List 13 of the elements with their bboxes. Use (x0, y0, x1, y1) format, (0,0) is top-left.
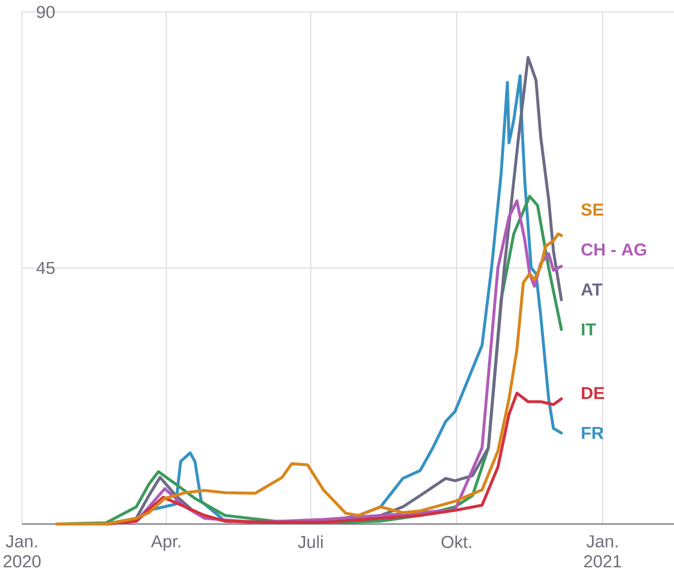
x-tick-label: Okt. (442, 535, 471, 548)
series-label: AT (581, 284, 602, 296)
y-tick-label: 90 (36, 6, 55, 18)
y-tick-label: 45 (36, 262, 55, 274)
series-label: FR (582, 427, 604, 439)
series-label: CH - AG (581, 243, 646, 256)
x-tick-label: Jan. 2020 (4, 535, 41, 568)
series-label: IT (582, 323, 596, 336)
x-tick-label: Apr. (150, 535, 180, 551)
series-label: DE (582, 387, 604, 399)
x-tick-label: Juli (298, 535, 323, 548)
x-tick-label: Jan. 2021 (584, 535, 622, 568)
series-label: SE (581, 203, 604, 216)
